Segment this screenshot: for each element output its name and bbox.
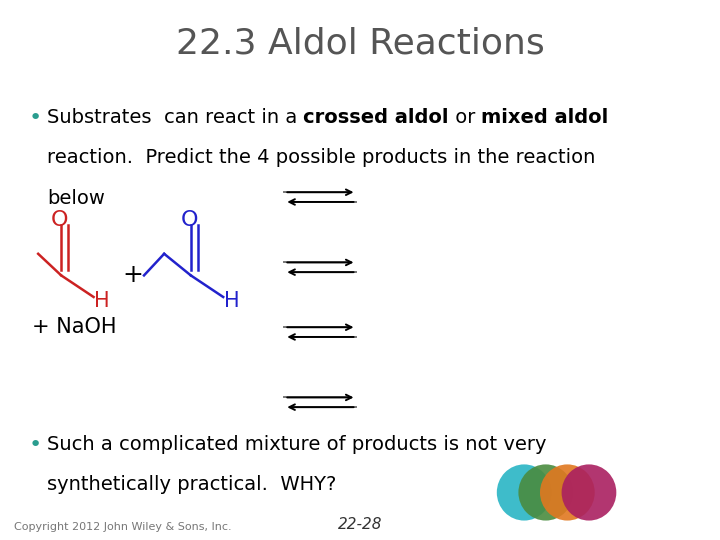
Ellipse shape [540,464,595,521]
Text: Substrates  can react in a: Substrates can react in a [47,108,303,127]
Text: 22-28: 22-28 [338,517,382,532]
Text: +: + [123,264,143,287]
Text: H: H [94,291,110,312]
Text: reaction.  Predict the 4 possible products in the reaction: reaction. Predict the 4 possible product… [47,148,595,167]
Text: synthetically practical.  WHY?: synthetically practical. WHY? [47,475,336,494]
Text: H: H [224,291,240,312]
Text: O: O [181,210,198,230]
Text: O: O [51,210,68,230]
Text: or: or [449,108,482,127]
Text: below: below [47,189,104,208]
Text: + NaOH: + NaOH [32,316,117,337]
Text: Copyright 2012 John Wiley & Sons, Inc.: Copyright 2012 John Wiley & Sons, Inc. [14,522,232,532]
Text: crossed aldol: crossed aldol [303,108,449,127]
Ellipse shape [562,464,616,521]
Text: mixed aldol: mixed aldol [482,108,608,127]
Ellipse shape [497,464,552,521]
Text: 22.3 Aldol Reactions: 22.3 Aldol Reactions [176,26,544,60]
Ellipse shape [518,464,573,521]
Text: •: • [29,435,42,455]
Text: Such a complicated mixture of products is not very: Such a complicated mixture of products i… [47,435,546,454]
Text: •: • [29,108,42,128]
